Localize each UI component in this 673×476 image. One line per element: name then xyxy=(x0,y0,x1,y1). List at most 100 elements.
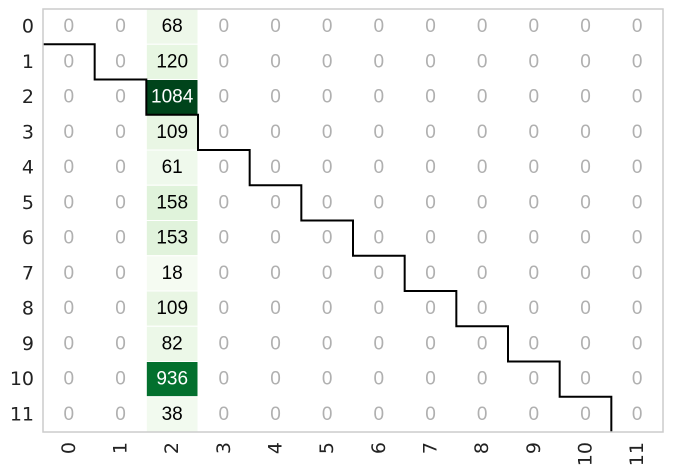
heatmap-cell-r10-c11 xyxy=(610,361,664,398)
cell-value-r9-c10: 0 xyxy=(580,333,591,354)
cell-value-r10-c5: 0 xyxy=(322,369,333,390)
heatmap-cell-r10-c8 xyxy=(455,361,509,398)
heatmap-cell-r3-c0 xyxy=(42,114,96,151)
cell-value-r11-c4: 0 xyxy=(270,404,281,425)
x-tick-label-6: 6 xyxy=(368,442,390,454)
heatmap-cell-r3-c6 xyxy=(352,114,406,151)
cell-value-r10-c4: 0 xyxy=(270,369,281,390)
heatmap-cell-r7-c0 xyxy=(42,255,96,292)
y-tick-label-8: 8 xyxy=(22,298,34,320)
cell-value-r4-c1: 0 xyxy=(115,157,126,178)
y-tick-label-9: 9 xyxy=(22,333,34,355)
heatmap-cell-r10-c7 xyxy=(404,361,457,398)
y-tick-label-1: 1 xyxy=(22,51,34,73)
heatmap-cell-r4-c10 xyxy=(559,149,612,186)
x-tick-label-11: 11 xyxy=(626,442,648,466)
cell-value-r8-c9: 0 xyxy=(529,298,540,319)
cell-value-r2-c2: 1084 xyxy=(151,87,194,108)
cell-value-r11-c2: 38 xyxy=(162,404,183,425)
heatmap-cells xyxy=(42,8,664,433)
heatmap-cell-r3-c10 xyxy=(559,114,612,151)
heatmap-cell-r6-c8 xyxy=(455,220,509,257)
heatmap-cell-r1-c4 xyxy=(249,43,302,80)
cell-value-r7-c6: 0 xyxy=(374,263,385,284)
cell-value-r7-c11: 0 xyxy=(632,263,643,284)
heatmap-cell-r4-c2 xyxy=(145,149,199,186)
cell-value-r5-c8: 0 xyxy=(477,192,488,213)
heatmap-cell-r10-c1 xyxy=(94,361,147,398)
heatmap-cell-r8-c2 xyxy=(145,290,199,327)
cell-value-r3-c9: 0 xyxy=(529,122,540,143)
cell-value-r8-c5: 0 xyxy=(322,298,333,319)
heatmap-cell-r9-c11 xyxy=(610,325,664,362)
heatmap-cell-r1-c5 xyxy=(300,43,354,80)
x-tick-label-10: 10 xyxy=(575,442,597,466)
heatmap-cell-r10-c6 xyxy=(352,361,406,398)
cell-value-r0-c4: 0 xyxy=(270,16,281,37)
cell-value-r9-c0: 0 xyxy=(64,333,75,354)
heatmap-cell-r6-c0 xyxy=(42,220,96,257)
heatmap-cell-r10-c10 xyxy=(559,361,612,398)
y-tick-label-3: 3 xyxy=(22,121,34,143)
cell-value-r1-c10: 0 xyxy=(580,51,591,72)
cell-value-r4-c0: 0 xyxy=(64,157,75,178)
heatmap-cell-r8-c3 xyxy=(197,290,251,327)
cell-value-r6-c7: 0 xyxy=(425,228,436,249)
heatmap-cell-r7-c3 xyxy=(197,255,251,292)
heatmap-cell-r10-c3 xyxy=(197,361,251,398)
heatmap-cell-r9-c6 xyxy=(352,325,406,362)
plot-frame xyxy=(42,8,664,433)
heatmap-cell-r6-c4 xyxy=(249,220,302,257)
heatmap-cell-r8-c6 xyxy=(352,290,406,327)
heatmap-cell-r3-c5 xyxy=(300,114,354,151)
cell-value-r2-c6: 0 xyxy=(374,87,385,108)
heatmap-cell-r11-c10 xyxy=(559,396,612,433)
cell-value-r3-c2: 109 xyxy=(156,122,188,143)
cell-value-r6-c3: 0 xyxy=(219,228,230,249)
cell-value-r0-c2: 68 xyxy=(162,16,183,37)
cell-value-r1-c1: 0 xyxy=(115,51,126,72)
y-tick-label-4: 4 xyxy=(22,157,34,179)
cell-value-r2-c11: 0 xyxy=(632,87,643,108)
cell-value-r0-c11: 0 xyxy=(632,16,643,37)
cell-value-r3-c3: 0 xyxy=(219,122,230,143)
cell-value-r6-c2: 153 xyxy=(156,228,188,249)
cell-value-r6-c1: 0 xyxy=(115,228,126,249)
cell-value-r7-c5: 0 xyxy=(322,263,333,284)
cell-value-r3-c10: 0 xyxy=(580,122,591,143)
heatmap-cell-r5-c8 xyxy=(455,184,509,221)
heatmap-cell-r3-c3 xyxy=(197,114,251,151)
y-tick-label-6: 6 xyxy=(22,227,34,249)
cell-value-r8-c10: 0 xyxy=(580,298,591,319)
heatmap-cell-r8-c11 xyxy=(610,290,664,327)
cell-value-r10-c9: 0 xyxy=(529,369,540,390)
cell-value-r9-c5: 0 xyxy=(322,333,333,354)
staircase-boundary-line xyxy=(43,43,613,432)
heatmap-cell-r1-c3 xyxy=(197,43,251,80)
cell-value-r4-c7: 0 xyxy=(425,157,436,178)
x-tick-label-0: 0 xyxy=(58,442,80,454)
y-axis-tick-labels: 0 1 2 3 4 5 6 7 8 9 10 11 xyxy=(10,16,34,426)
heatmap-cell-labels: 0 0 68 0 0 0 0 0 0 0 0 0 0 0 120 0 0 0 0 0 0 0 0 0 0 0 1084 0 0 0 0 0 0 0… xyxy=(64,16,643,425)
cell-value-r1-c3: 0 xyxy=(219,51,230,72)
heatmap-cell-r9-c3 xyxy=(197,325,251,362)
cell-value-r4-c8: 0 xyxy=(477,157,488,178)
heatmap-cell-r6-c10 xyxy=(559,220,612,257)
y-tick-label-10: 10 xyxy=(10,368,34,390)
cell-value-r2-c5: 0 xyxy=(322,87,333,108)
cell-value-r5-c11: 0 xyxy=(632,192,643,213)
cell-value-r6-c10: 0 xyxy=(580,228,591,249)
x-tick-label-9: 9 xyxy=(523,442,545,454)
cell-value-r10-c11: 0 xyxy=(632,369,643,390)
cell-value-r3-c6: 0 xyxy=(374,122,385,143)
cell-value-r5-c0: 0 xyxy=(64,192,75,213)
y-tick-label-5: 5 xyxy=(22,192,34,214)
cell-value-r1-c6: 0 xyxy=(374,51,385,72)
cell-value-r7-c2: 18 xyxy=(162,263,183,284)
cell-value-r2-c9: 0 xyxy=(529,87,540,108)
cell-value-r9-c11: 0 xyxy=(632,333,643,354)
x-tick-label-4: 4 xyxy=(265,442,287,454)
cell-value-r0-c10: 0 xyxy=(580,16,591,37)
cell-value-r7-c0: 0 xyxy=(64,263,75,284)
